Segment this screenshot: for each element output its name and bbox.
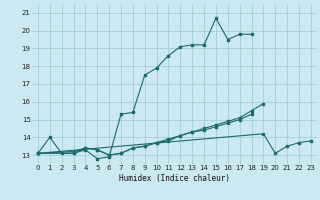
X-axis label: Humidex (Indice chaleur): Humidex (Indice chaleur) (119, 174, 230, 183)
